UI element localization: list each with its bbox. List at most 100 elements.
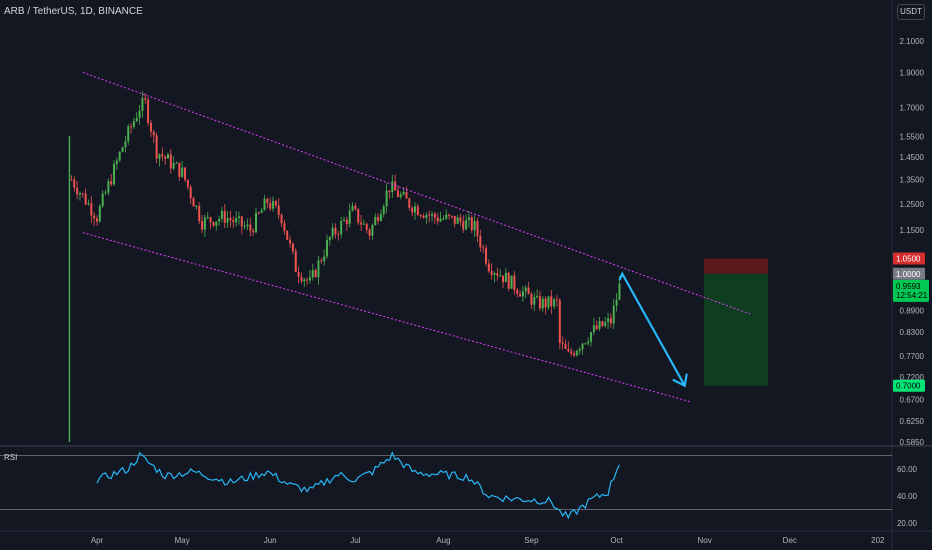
entry-price-tag-bg <box>893 267 925 280</box>
candle-body <box>374 217 377 226</box>
candle-body <box>456 217 459 224</box>
price-tick-label: 0.6700 <box>900 395 925 404</box>
candle-body <box>598 321 601 330</box>
candle-body <box>70 179 73 181</box>
candle-body <box>175 162 178 164</box>
candle-body <box>226 218 229 223</box>
candle-body <box>235 218 238 223</box>
candle-body <box>561 342 564 344</box>
candle-body <box>604 322 607 327</box>
candle-body <box>323 256 326 262</box>
candle-body <box>249 224 252 231</box>
candle-body <box>482 247 485 249</box>
candle-body <box>243 226 246 228</box>
candle-body <box>152 131 155 136</box>
candle-body <box>558 300 561 343</box>
candle-body <box>283 223 286 231</box>
candle-body <box>584 343 587 345</box>
lower-trendline[interactable] <box>82 232 691 403</box>
candle-body <box>445 214 448 219</box>
trendlines-layer <box>82 71 751 403</box>
candle-body <box>439 218 442 222</box>
candle-body <box>118 151 121 161</box>
countdown-label: 12:54:21 <box>896 291 928 300</box>
candle-body <box>499 275 502 277</box>
candle-body <box>325 240 328 257</box>
candle-body <box>377 217 380 221</box>
time-tick-label: Jul <box>350 536 360 545</box>
candle-body <box>308 277 311 281</box>
currency-button[interactable]: USDT <box>897 4 925 20</box>
time-tick-label: Nov <box>698 536 712 545</box>
candle-body <box>303 279 306 282</box>
time-tick-label: Sep <box>524 536 539 545</box>
candle-body <box>553 299 556 307</box>
time-tick-label: Apr <box>91 536 104 545</box>
candle-body <box>592 325 595 333</box>
candle-body <box>431 213 434 216</box>
candle-body <box>368 229 371 236</box>
candle-body <box>78 193 81 195</box>
candle-body <box>132 121 135 127</box>
time-tick-label: Oct <box>610 536 623 545</box>
candle-body <box>513 275 516 290</box>
stop-loss-zone[interactable] <box>704 258 768 274</box>
candle-body <box>519 293 522 297</box>
time-tick-label: Jun <box>264 536 277 545</box>
candle-body <box>212 222 215 226</box>
candle-body <box>544 298 547 308</box>
take-profit-zone[interactable] <box>704 273 768 386</box>
rsi-tick-label: 40.00 <box>897 492 918 501</box>
position-zones <box>704 258 768 386</box>
candle-body <box>73 179 76 188</box>
forecast-arrow[interactable] <box>618 271 686 387</box>
candle-body <box>266 198 269 204</box>
candle-body <box>135 118 138 122</box>
candle-body <box>493 273 496 275</box>
rsi-line[interactable] <box>96 451 620 520</box>
candle-body <box>388 190 391 192</box>
candle-body <box>473 220 476 231</box>
candle-body <box>607 318 610 323</box>
candle-body <box>536 296 539 298</box>
candle-body <box>107 181 110 193</box>
candle-body <box>223 210 226 223</box>
candle-body <box>601 321 604 327</box>
price-tick-label: 1.3500 <box>900 176 925 185</box>
price-tick-label: 0.6250 <box>900 417 925 426</box>
candle-body <box>484 248 487 264</box>
candle-body <box>411 207 414 213</box>
rsi-axis: 60.00 40.00 20.00 <box>897 465 918 528</box>
candle-body <box>402 191 405 195</box>
candle-body <box>110 181 113 185</box>
candles-layer <box>68 91 621 442</box>
price-tick-label: 1.4500 <box>900 153 925 162</box>
candle-body <box>178 162 181 177</box>
upper-trendline[interactable] <box>82 71 751 315</box>
candle-body <box>504 272 507 283</box>
price-axis: 2.1000 1.9000 1.7000 1.5500 1.4500 1.3500 1.25… <box>900 37 925 447</box>
time-tick-label: 202 <box>871 536 885 545</box>
candle-body <box>215 221 218 226</box>
rsi-tick-label: 20.00 <box>897 519 918 528</box>
candle-body <box>280 214 283 224</box>
candle-body <box>113 163 116 185</box>
candle-body <box>436 217 439 222</box>
candle-body <box>93 215 96 219</box>
candle-body <box>220 210 223 219</box>
candle-body <box>521 291 524 297</box>
candle-body <box>130 126 133 128</box>
forecast-arrow-layer <box>618 271 688 388</box>
candle-body <box>405 191 408 199</box>
candle-body <box>490 271 493 275</box>
candle-body <box>618 283 621 300</box>
candle-body <box>164 156 167 159</box>
candle-body <box>260 210 263 213</box>
candle-body <box>396 190 399 198</box>
candle-body <box>399 194 402 198</box>
candle-body <box>218 218 221 222</box>
candle-body <box>530 294 533 305</box>
candle-body <box>595 325 598 330</box>
candle-body <box>229 218 232 221</box>
